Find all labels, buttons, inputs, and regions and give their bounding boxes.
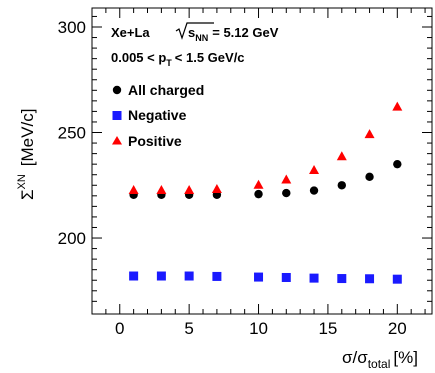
data-point-all-charged [393, 159, 402, 169]
data-point-negative [212, 271, 222, 281]
data-point-positive [156, 185, 167, 195]
data-point-positive [253, 179, 264, 189]
data-point-positive [128, 185, 139, 195]
data-point-negative [365, 274, 375, 284]
pt-suffix: < 1.5 GeV/c [175, 50, 245, 65]
data-point-positive [336, 151, 347, 161]
energy-s: s [188, 25, 195, 40]
x-axis-title-sub: total [368, 357, 391, 371]
sqrt-symbol-icon [175, 22, 214, 40]
data-point-negative [184, 271, 194, 281]
pt-prefix: 0.005 < p [111, 50, 166, 65]
data-point-positive [392, 101, 403, 111]
legend-label-positive: Positive [128, 133, 182, 149]
annotation-energy: sNN = 5.12 GeV [175, 22, 279, 43]
y-axis-title-unit: [MeV/c] [18, 109, 37, 167]
svg-text:ΣXN[MeV/c]: ΣXN [MeV/c] [16, 109, 37, 200]
y-axis-title-main: Σ [18, 189, 37, 200]
axis-tick-labels: 0 5 10 15 20 200 250 300 [58, 18, 407, 338]
data-point-negative [281, 272, 291, 282]
data-point-positive [184, 185, 195, 195]
data-point-negative [309, 273, 319, 283]
x-tick-label: 10 [249, 319, 268, 338]
x-axis-title: σ/σtotal [%] [342, 348, 418, 371]
annotation-system: Xe+La [111, 25, 150, 40]
pt-sub: T [166, 58, 172, 68]
y-tick-label: 200 [58, 229, 86, 248]
data-point-all-charged [254, 189, 263, 199]
legend-marker-negative [112, 111, 122, 120]
x-tick-label: 0 [115, 319, 124, 338]
legend-marker-positive [112, 136, 122, 145]
x-tick-label: 20 [388, 319, 407, 338]
data-point-all-charged [337, 181, 346, 190]
y-axis-title: ΣXN [MeV/c] [16, 109, 37, 200]
data-marks [128, 101, 403, 284]
plot-frame [91, 7, 433, 315]
y-tick-label: 250 [58, 124, 86, 143]
legend: All charged Negative Positive [112, 82, 204, 149]
energy-value: = 5.12 GeV [212, 25, 278, 40]
legend-marker-all-charged [112, 85, 122, 95]
data-point-negative [392, 274, 402, 284]
energy-sub: NN [195, 33, 208, 43]
x-axis-title-num: σ/σ [342, 348, 368, 367]
data-point-negative [254, 272, 264, 282]
data-point-positive [211, 183, 222, 193]
data-point-all-charged [309, 186, 319, 195]
x-axis-title-unit: [%] [393, 348, 418, 367]
data-point-negative [156, 271, 166, 281]
data-point-negative [129, 271, 139, 281]
data-point-all-charged [365, 172, 374, 182]
axis-ticks [92, 8, 432, 314]
data-point-positive [309, 164, 320, 174]
data-point-all-charged [282, 188, 291, 198]
data-point-negative [337, 274, 347, 284]
x-tick-label: 5 [184, 319, 193, 338]
legend-label-negative: Negative [128, 107, 187, 123]
y-tick-label: 300 [58, 18, 86, 37]
data-point-positive [281, 174, 292, 184]
x-tick-label: 15 [318, 319, 337, 338]
svg-text:sNN= 5.12 GeV: sNN = 5.12 GeV [188, 25, 279, 43]
legend-label-all-charged: All charged [128, 82, 204, 98]
y-axis-title-sup: XN [16, 174, 28, 189]
annotation-pt-range: 0.005 < pT < 1.5 GeV/c [111, 50, 245, 68]
data-point-positive [364, 129, 375, 139]
